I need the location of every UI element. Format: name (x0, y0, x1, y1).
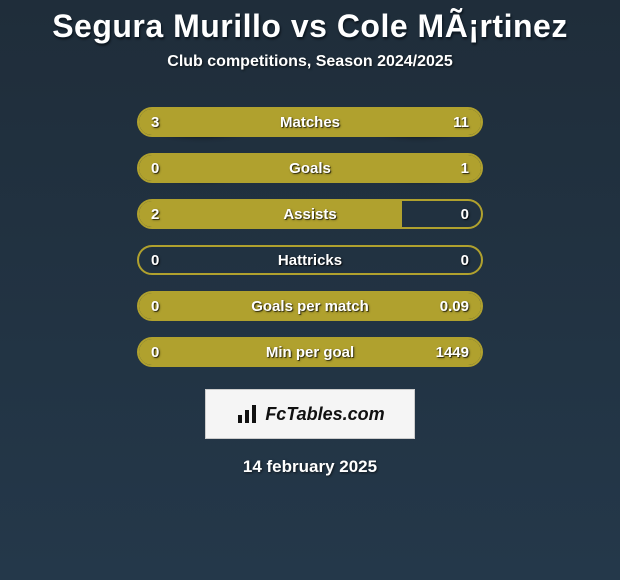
stat-label: Assists (283, 206, 336, 223)
stat-row: 0 Min per goal 1449 (137, 329, 483, 375)
stat-row: 3 Matches 11 (137, 99, 483, 145)
stat-row: 2 Assists 0 (137, 191, 483, 237)
chart-icon (235, 402, 259, 426)
stat-label: Goals (289, 160, 331, 177)
stat-bar: 0 Min per goal 1449 (137, 337, 483, 367)
main-container: Segura Murillo vs Cole MÃ¡rtinez Club co… (0, 0, 620, 580)
stat-value-left: 0 (151, 298, 159, 315)
stat-row: 0 Goals 1 (137, 145, 483, 191)
stat-row: 0 Hattricks 0 (137, 237, 483, 283)
bar-fill-left (139, 109, 212, 135)
subtitle: Club competitions, Season 2024/2025 (167, 53, 452, 71)
stat-bar: 0 Goals per match 0.09 (137, 291, 483, 321)
stat-value-right: 1 (461, 160, 469, 177)
brand-text: FcTables.com (265, 404, 384, 425)
stat-value-right: 0 (461, 252, 469, 269)
stat-row: 0 Goals per match 0.09 (137, 283, 483, 329)
stat-value-right: 0 (461, 206, 469, 223)
stat-bar: 0 Hattricks 0 (137, 245, 483, 275)
stat-value-right: 1449 (436, 344, 469, 361)
bar-fill-right (212, 109, 481, 135)
stat-label: Min per goal (266, 344, 354, 361)
stat-value-left: 0 (151, 252, 159, 269)
stat-value-left: 2 (151, 206, 159, 223)
date-label: 14 february 2025 (243, 457, 377, 477)
stat-label: Goals per match (251, 298, 369, 315)
stat-value-left: 0 (151, 344, 159, 361)
stat-value-left: 0 (151, 160, 159, 177)
stat-bar: 0 Goals 1 (137, 153, 483, 183)
stat-bar: 3 Matches 11 (137, 107, 483, 137)
stat-value-left: 3 (151, 114, 159, 131)
stat-value-right: 11 (453, 114, 469, 131)
stats-section: 3 Matches 11 0 Goals 1 2 Assists 0 0 Hattricks 0 0 Go… (137, 99, 483, 375)
brand-logo[interactable]: FcTables.com (205, 389, 415, 439)
stat-label: Matches (280, 114, 340, 131)
stat-label: Hattricks (278, 252, 342, 269)
stat-bar: 2 Assists 0 (137, 199, 483, 229)
page-title: Segura Murillo vs Cole MÃ¡rtinez (52, 8, 568, 45)
bar-fill-left (139, 201, 402, 227)
stat-value-right: 0.09 (440, 298, 469, 315)
